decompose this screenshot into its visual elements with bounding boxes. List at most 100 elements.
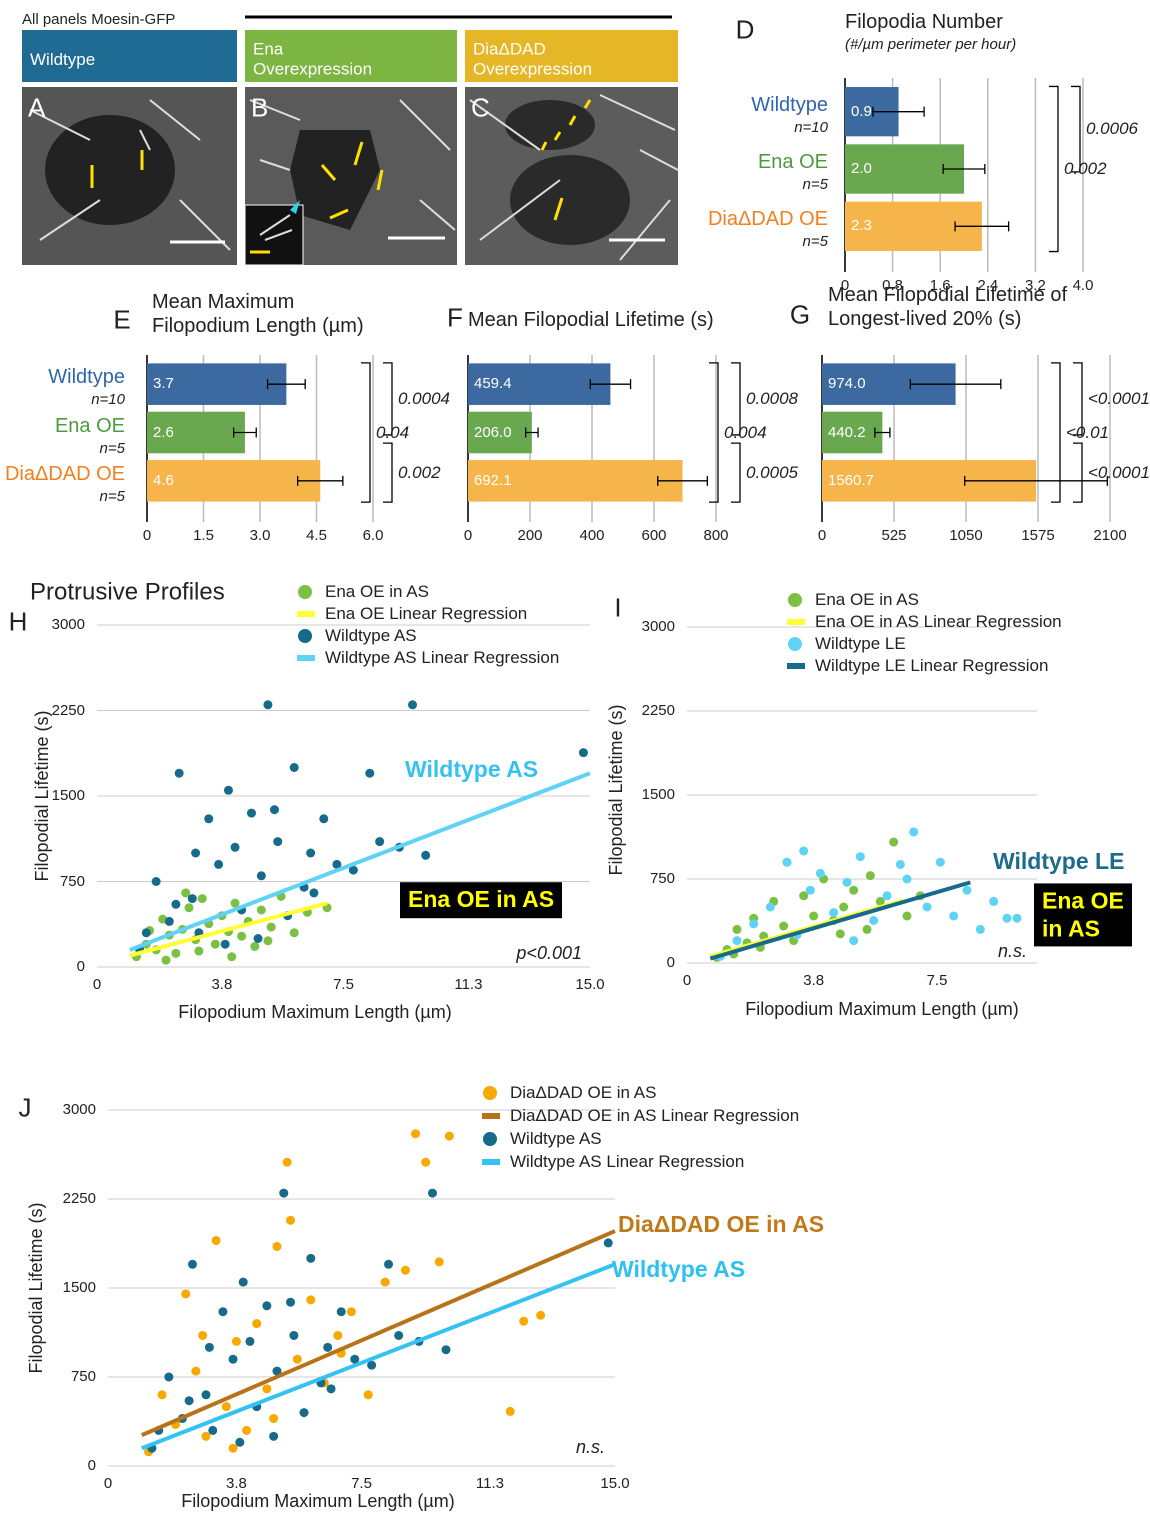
x-tick-label: 15.0 bbox=[600, 1475, 629, 1493]
legend-label: Wildtype AS Linear Regression bbox=[510, 1152, 744, 1172]
y-tick-label: 1500 bbox=[63, 1279, 96, 1297]
value-label: 2.6 bbox=[153, 424, 174, 442]
scatter-point bbox=[306, 1254, 315, 1263]
legend-swatch bbox=[297, 655, 315, 661]
x-tick-label: 0 bbox=[104, 1475, 112, 1493]
scatter-point bbox=[536, 1311, 545, 1320]
scatter-point bbox=[519, 1317, 528, 1326]
scatter-point bbox=[289, 1331, 298, 1340]
scatter-point bbox=[976, 925, 985, 934]
category-note: n=10 bbox=[91, 391, 125, 409]
scatter-point bbox=[766, 903, 775, 912]
panel-title: DiaΔDAD Overexpression bbox=[473, 40, 592, 81]
scatter-point bbox=[165, 917, 174, 926]
category-label: Wildtype bbox=[48, 365, 125, 389]
legend-label: DiaΔDAD OE in AS bbox=[510, 1083, 656, 1103]
scatter-point bbox=[849, 936, 858, 945]
legend-swatch bbox=[483, 1132, 497, 1146]
scatter-point bbox=[749, 919, 758, 928]
scatter-point bbox=[293, 1355, 302, 1364]
scatter-point bbox=[866, 871, 875, 880]
panel-letter: G bbox=[790, 299, 810, 330]
scatter-point bbox=[211, 940, 220, 949]
scatter-point bbox=[963, 886, 972, 895]
scatter-point bbox=[214, 860, 223, 869]
x-tick-label: 2100 bbox=[1093, 527, 1126, 545]
scatter-point bbox=[337, 1307, 346, 1316]
scatter-point bbox=[783, 858, 792, 867]
scatter-point bbox=[257, 871, 266, 880]
figure: All panels Moesin-GFPWildtypeAEna Overex… bbox=[0, 0, 1150, 1517]
panel-letter: B bbox=[251, 92, 268, 123]
value-label: 3.7 bbox=[153, 375, 174, 393]
y-axis-label: Filopodial Lifetime (s) bbox=[26, 1202, 48, 1373]
scatter-point bbox=[194, 947, 203, 956]
scatter-point bbox=[269, 1432, 278, 1441]
annotation: Ena OE in AS bbox=[1034, 883, 1132, 946]
scatter-point bbox=[869, 916, 878, 925]
scatter-point bbox=[300, 1408, 309, 1417]
scatter-point bbox=[237, 932, 246, 941]
y-tick-label: 3000 bbox=[63, 1101, 96, 1119]
p-value: <0.0001 bbox=[1088, 389, 1150, 409]
panel-title: Wildtype bbox=[30, 50, 95, 70]
y-tick-label: 750 bbox=[60, 873, 85, 891]
x-tick-label: 7.5 bbox=[927, 972, 948, 990]
p-value: 0.002 bbox=[1064, 159, 1107, 179]
regression-line bbox=[130, 773, 590, 950]
scatter-point bbox=[152, 877, 161, 886]
value-label: 206.0 bbox=[474, 424, 512, 442]
scatter-point bbox=[171, 949, 180, 958]
scatter-point bbox=[283, 1158, 292, 1167]
x-tick-label: 0 bbox=[93, 976, 101, 994]
scatter-point bbox=[896, 860, 905, 869]
legend-swatch bbox=[298, 585, 312, 599]
scatter-point bbox=[445, 1132, 454, 1141]
chart-subtitle: (#/µm perimeter per hour) bbox=[845, 36, 1016, 54]
scatter-point bbox=[290, 763, 299, 772]
scatter-point bbox=[435, 1257, 444, 1266]
scatter-point bbox=[384, 1260, 393, 1269]
x-tick-label: 1050 bbox=[949, 527, 982, 545]
legend-label: Wildtype LE Linear Regression bbox=[815, 656, 1048, 676]
scatter-point bbox=[245, 1337, 254, 1346]
x-tick-label: 4.5 bbox=[306, 527, 327, 545]
legend-label: Wildtype AS bbox=[325, 626, 417, 646]
category-label: DiaΔDAD OE bbox=[708, 207, 828, 231]
y-tick-label: 0 bbox=[667, 954, 675, 972]
scatter-point bbox=[579, 748, 588, 757]
panel-letter: H bbox=[9, 606, 28, 637]
legend-label: Ena OE in AS Linear Regression bbox=[815, 612, 1062, 632]
category-label: Ena OE bbox=[758, 150, 828, 174]
scatter-point bbox=[319, 814, 328, 823]
p-value: 0.04 bbox=[376, 422, 409, 442]
scatter-point bbox=[263, 700, 272, 709]
micrograph bbox=[22, 87, 237, 265]
scatter-point bbox=[286, 1298, 295, 1307]
x-tick-label: 0 bbox=[143, 527, 151, 545]
significance-bracket bbox=[361, 363, 370, 502]
significance-bracket bbox=[383, 443, 392, 502]
chart-title: Protrusive Profiles bbox=[30, 579, 225, 608]
scatter-point bbox=[442, 1345, 451, 1354]
scatter-point bbox=[428, 1189, 437, 1198]
p-value: <0.0001 bbox=[1088, 462, 1150, 482]
scatter-point bbox=[889, 838, 898, 847]
scatter-point bbox=[254, 934, 263, 943]
scatter-point bbox=[408, 700, 417, 709]
legend-swatch bbox=[297, 611, 315, 617]
x-tick-label: 1575 bbox=[1021, 527, 1054, 545]
scatter-point bbox=[327, 1384, 336, 1393]
x-tick-label: 0 bbox=[683, 972, 691, 990]
scatter-point bbox=[250, 942, 259, 951]
scatter-point bbox=[375, 837, 384, 846]
scatter-point bbox=[381, 1278, 390, 1287]
scatter-point bbox=[421, 851, 430, 860]
scatter-point bbox=[181, 1289, 190, 1298]
value-label: 692.1 bbox=[474, 472, 512, 490]
x-tick-label: 525 bbox=[881, 527, 906, 545]
scatter-point bbox=[270, 805, 279, 814]
regression-line bbox=[142, 1264, 615, 1448]
scatter-point bbox=[733, 936, 742, 945]
scatter-point bbox=[198, 1331, 207, 1340]
